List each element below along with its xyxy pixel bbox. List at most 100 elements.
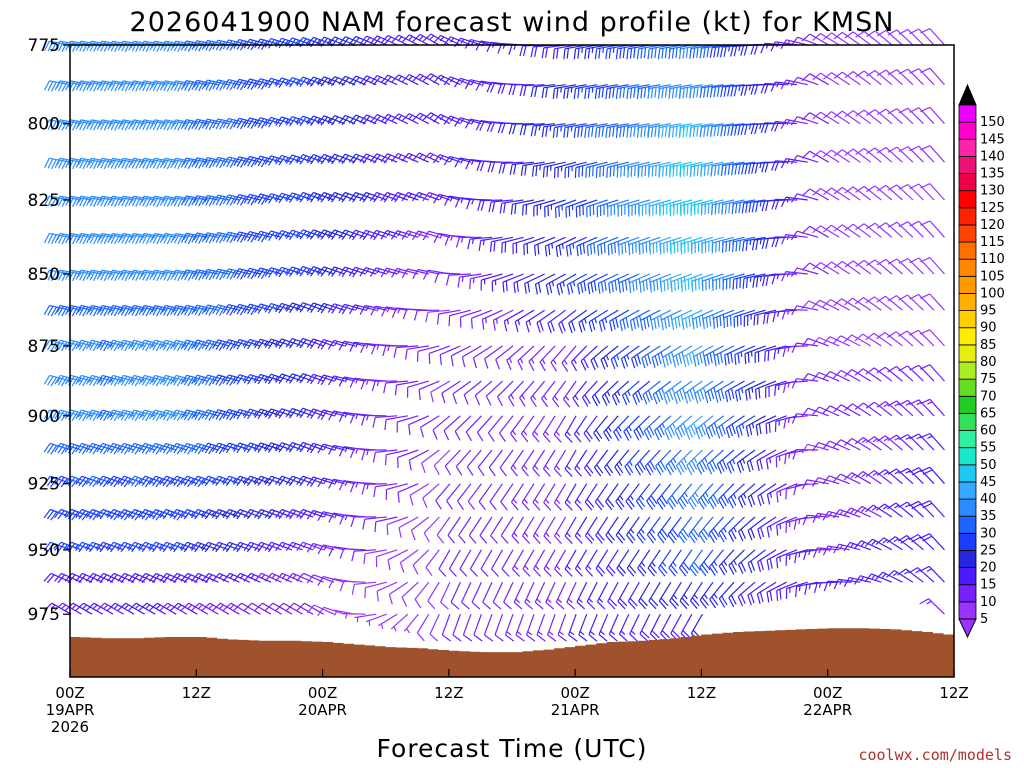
wind-barb: [791, 342, 819, 353]
wind-barb: [65, 80, 93, 92]
wind-barb: [742, 273, 766, 289]
wind-barb: [233, 602, 261, 615]
wind-barb: [170, 269, 198, 282]
wind-barb: [595, 161, 619, 178]
wind-barb: [254, 117, 282, 129]
wind-barb: [233, 475, 261, 487]
wind-barb: [243, 117, 272, 130]
wind-barb: [75, 374, 103, 387]
wind-barb: [452, 613, 462, 642]
wind-barb: [754, 345, 777, 364]
wind-barb: [65, 40, 93, 52]
wind-barb: [897, 534, 924, 551]
wind-barb: [640, 309, 661, 331]
wind-barb: [44, 157, 72, 170]
wind-barb: [327, 339, 356, 350]
wind-barb: [865, 30, 893, 46]
wind-barb: [222, 231, 251, 244]
wind-barb: [222, 374, 251, 386]
wind-barb: [898, 68, 924, 86]
wind-barb: [489, 483, 503, 511]
wind-barb: [43, 442, 72, 455]
wind-barb: [585, 549, 598, 577]
wind-barb: [760, 82, 787, 94]
wind-barb: [801, 443, 829, 454]
wind-barb: [844, 148, 872, 163]
wind-barb: [243, 193, 272, 206]
wind-barb: [222, 156, 251, 169]
wind-barb: [233, 117, 261, 130]
wind-barb: [811, 442, 840, 452]
wind-barb: [376, 581, 398, 602]
wind-barb: [781, 234, 808, 245]
wind-barb: [620, 345, 640, 369]
wind-barb: [691, 273, 714, 292]
wind-barb: [180, 409, 208, 422]
colorbar-swatch: [958, 121, 977, 140]
wind-barb: [127, 442, 156, 455]
wind-barb: [678, 44, 703, 60]
wind-barb: [54, 541, 82, 553]
wind-barb: [222, 118, 251, 130]
wind-barb: [554, 161, 577, 179]
wind-barb: [724, 345, 745, 366]
wind-barb: [190, 572, 219, 584]
wind-barb: [148, 442, 177, 455]
wind-barb: [576, 581, 588, 610]
wind-barb: [747, 516, 766, 541]
wind-barb: [243, 541, 272, 553]
wind-barb: [408, 449, 430, 471]
colorbar-tick-label: 75: [980, 372, 997, 387]
wind-barb: [275, 37, 303, 49]
wind-barb: [909, 364, 935, 382]
wind-barb: [391, 267, 419, 278]
wind-barb: [243, 602, 272, 615]
wind-barb: [790, 36, 819, 46]
wind-barb: [388, 581, 409, 605]
wind-barb: [469, 273, 493, 290]
colorbar-swatch: [958, 361, 977, 380]
wind-barb: [865, 504, 893, 518]
source-credit: coolwx.com/models: [858, 746, 1012, 764]
colorbar-swatch: [958, 395, 977, 414]
wind-barb: [844, 186, 872, 201]
wind-barb: [222, 442, 251, 454]
wind-barb: [85, 475, 114, 488]
wind-barb: [500, 516, 514, 544]
wind-barb: [649, 613, 661, 642]
wind-barb: [477, 449, 493, 477]
wind-barb: [138, 374, 166, 387]
wind-barb: [85, 541, 114, 553]
wind-barb: [285, 192, 314, 203]
wind-barb: [296, 115, 324, 127]
colorbar-swatch: [958, 532, 977, 551]
colorbar-swatch: [958, 447, 977, 466]
wind-barb: [264, 338, 293, 350]
wind-barb: [386, 516, 409, 536]
wind-barb: [812, 72, 840, 86]
wind-barb: [564, 549, 577, 577]
wind-barb: [212, 118, 240, 130]
wind-barb: [657, 84, 682, 99]
wind-barb: [422, 191, 451, 202]
wind-barb: [306, 76, 335, 87]
wind-barb: [897, 568, 924, 583]
wind-barb: [552, 380, 567, 408]
x-tick-label: 12Z: [939, 684, 968, 702]
wind-barb: [128, 40, 156, 52]
wind-barb: [264, 408, 293, 419]
colorbar-swatch: [958, 378, 977, 397]
wind-barb: [702, 309, 724, 330]
wind-barb: [233, 78, 261, 91]
wind-barb: [854, 297, 882, 311]
wind-barb: [212, 572, 240, 583]
wind-barb: [785, 581, 808, 599]
wind-barb: [500, 483, 514, 511]
wind-barb: [531, 415, 546, 443]
wind-barb: [317, 115, 345, 126]
wind-barb: [876, 295, 903, 311]
wind-barb: [44, 232, 72, 245]
colorbar-tick-label: 90: [980, 321, 997, 336]
wind-barb: [222, 79, 251, 91]
wind-barb: [212, 602, 240, 615]
